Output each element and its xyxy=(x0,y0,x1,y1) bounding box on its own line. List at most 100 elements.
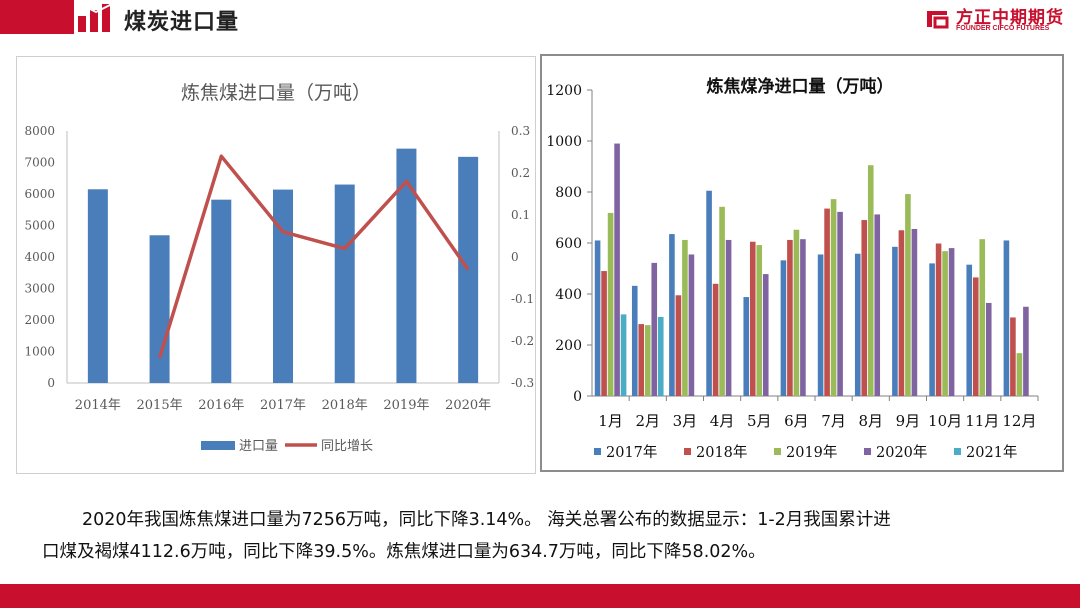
legend-swatch-2017年 xyxy=(594,448,601,455)
brand-logo: 方正中期期货 FOUNDER CIFCO FUTURES xyxy=(924,3,1074,35)
bar-2020年-8月 xyxy=(874,214,881,396)
legend-label: 2018年 xyxy=(696,444,747,461)
x-tick: 3月 xyxy=(673,412,698,430)
brand-name: 方正中期期货 xyxy=(956,8,1064,28)
bar-2017年-2月 xyxy=(631,285,638,396)
y-tick: 200 xyxy=(555,338,582,354)
bar-2019年-10月 xyxy=(942,251,948,396)
bar-2018年-8月 xyxy=(861,220,868,396)
bar-2017年-8月 xyxy=(854,253,861,396)
x-tick: 2019年 xyxy=(383,398,429,413)
y-tick-right: 0 xyxy=(511,250,519,264)
y-tick-left: 2000 xyxy=(24,313,55,327)
bar-2019年-4月 xyxy=(719,206,725,396)
bar-2020年-6月 xyxy=(800,239,806,396)
x-tick: 2017年 xyxy=(260,398,306,413)
bar-2020年-11月 xyxy=(985,302,992,396)
bar-2019年-5月 xyxy=(756,245,763,396)
y-tick: 600 xyxy=(555,236,582,252)
chart-panel-monthly: 炼焦煤净进口量（万吨） 0 200 400 600 800 1000 1200 1月 2月 3月 4月… xyxy=(540,54,1064,472)
chart-title: 炼焦煤净进口量（万吨） xyxy=(707,76,894,97)
legend-label: 2020年 xyxy=(876,444,927,461)
bar-2018年-2月 xyxy=(638,324,645,396)
bar-import-4 xyxy=(273,189,293,383)
legend-label-growth: 同比增长 xyxy=(321,439,373,454)
y-tick: 800 xyxy=(555,185,582,201)
bar-2019年-3月 xyxy=(682,239,688,396)
bar-2020年-7月 xyxy=(837,211,843,396)
y-tick-right: -0.2 xyxy=(511,334,534,348)
x-tick: 5月 xyxy=(747,412,772,430)
x-tick: 12月 xyxy=(1002,412,1036,430)
chart-annual-imports: 炼焦煤进口量（万吨） 0 1000 2000 3000 4000 5000 6000 7000 8… xyxy=(24,82,534,454)
x-tick: 2018年 xyxy=(322,398,368,413)
header-bar xyxy=(0,0,1080,40)
x-tick: 1月 xyxy=(598,412,623,430)
x-tick: 10月 xyxy=(928,412,962,430)
bar-import-3 xyxy=(211,199,232,383)
bar-2020年-2月 xyxy=(651,262,658,396)
bar-2019年-12月 xyxy=(1016,353,1023,396)
legend-label: 2017年 xyxy=(606,444,657,461)
legend-label: 2019年 xyxy=(786,444,837,461)
y-tick-right: 0.1 xyxy=(511,208,530,222)
legend-swatch-2020年 xyxy=(864,448,871,455)
bar-2017年-9月 xyxy=(892,246,898,396)
y-tick-left: 1000 xyxy=(24,345,55,359)
bar-import-7 xyxy=(458,156,479,383)
chart-title: 炼焦煤进口量（万吨） xyxy=(181,82,371,104)
bar-2017年-3月 xyxy=(669,234,675,396)
bar-2020年-10月 xyxy=(948,248,955,396)
x-tick: 2015年 xyxy=(137,398,183,413)
y-tick: 1000 xyxy=(546,134,582,150)
y-tick-left: 5000 xyxy=(24,219,55,233)
bar-2019年-2月 xyxy=(644,325,651,396)
y-tick-left: 8000 xyxy=(24,124,55,138)
bar-2017年-1月 xyxy=(594,240,601,396)
bar-2018年-3月 xyxy=(675,295,682,396)
bar-2021年-2月 xyxy=(657,316,664,396)
brand-name-en: FOUNDER CIFCO FUTURES xyxy=(956,25,1050,32)
bar-import-1 xyxy=(87,189,108,383)
bar-2018年-12月 xyxy=(1010,317,1016,396)
summary-line-2: 口煤及褐煤4112.6万吨，同比下降39.5%。炼焦煤进口量为634.7万吨，同… xyxy=(42,542,766,562)
bar-2020年-5月 xyxy=(762,274,769,396)
header-accent-block xyxy=(0,0,74,34)
x-tick: 2月 xyxy=(635,412,660,430)
bar-2019年-9月 xyxy=(905,194,911,396)
bar-2017年-11月 xyxy=(966,264,973,396)
y-tick: 400 xyxy=(555,287,582,303)
bar-2020年-3月 xyxy=(688,254,695,396)
legend-swatch-imports xyxy=(201,441,235,450)
bar-2019年-7月 xyxy=(830,199,837,396)
bar-2019年-1月 xyxy=(607,212,614,396)
bar-2021年-1月 xyxy=(620,314,627,396)
y-tick-left: 7000 xyxy=(24,156,55,170)
bar-2018年-6月 xyxy=(787,239,793,396)
summary-paragraph: 2020年我国炼焦煤进口量为7256万吨，同比下降3.14%。 海关总署公布的数… xyxy=(42,504,1052,568)
bar-2019年-11月 xyxy=(979,239,986,396)
chart-panel-annual: 炼焦煤进口量（万吨） 0 1000 2000 3000 4000 5000 6000 7000 8… xyxy=(16,56,536,474)
bar-2018年-1月 xyxy=(601,271,607,396)
summary-line-1: 2020年我国炼焦煤进口量为7256万吨，同比下降3.14%。 海关总署公布的数… xyxy=(82,510,891,530)
footer-bar xyxy=(0,584,1080,608)
bar-2018年-7月 xyxy=(824,208,830,396)
y-tick-left: 0 xyxy=(47,376,55,390)
bar-2020年-9月 xyxy=(911,228,918,396)
bar-2017年-5月 xyxy=(743,297,750,396)
y-tick-right: 0.2 xyxy=(511,166,530,180)
bar-2020年-4月 xyxy=(725,239,732,396)
x-tick: 6月 xyxy=(784,412,809,430)
bar-2017年-4月 xyxy=(706,190,712,396)
x-tick: 7月 xyxy=(821,412,846,430)
bar-import-5 xyxy=(334,184,355,383)
legend-label: 2021年 xyxy=(966,444,1017,461)
legend-swatch-2021年 xyxy=(954,448,961,455)
page-title: 煤炭进口量 xyxy=(124,10,240,35)
bar-2017年-10月 xyxy=(929,263,935,396)
x-tick: 2020年 xyxy=(445,398,491,413)
legend-label-imports: 进口量 xyxy=(239,439,278,454)
y-tick: 1200 xyxy=(546,83,582,99)
bar-2018年-5月 xyxy=(749,241,756,396)
bar-2018年-10月 xyxy=(935,243,942,396)
